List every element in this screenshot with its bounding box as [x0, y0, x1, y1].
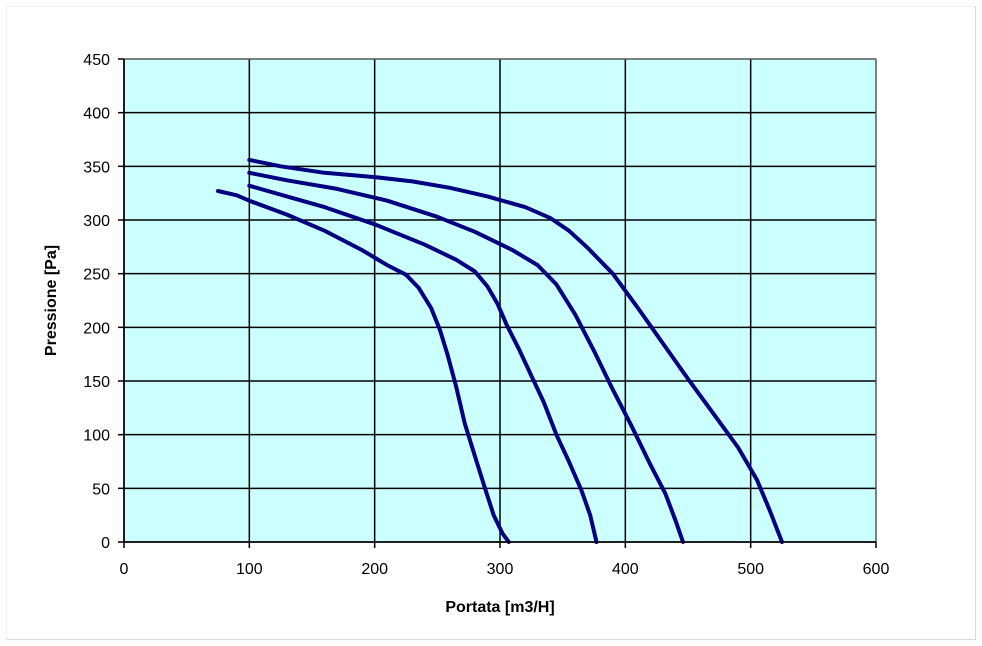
y-tick-label: 150	[83, 374, 110, 391]
axes	[118, 58, 877, 548]
x-tick-label: 200	[361, 561, 388, 578]
y-tick-labels: 0 50 100 150 200 250 300 350 400 450	[83, 52, 110, 552]
y-tick-label: 400	[83, 106, 110, 123]
series-group	[216, 157, 784, 544]
x-tick-labels: 0 100 200 300 400 500 600	[120, 561, 890, 578]
series-line-2	[247, 183, 599, 544]
x-tick-label: 100	[236, 561, 263, 578]
series-line-1	[216, 189, 511, 544]
y-tick-label: 0	[101, 535, 110, 552]
y-tick-label: 350	[83, 159, 110, 176]
y-tick-label: 450	[83, 52, 110, 69]
y-tick-label: 50	[92, 481, 110, 498]
y-tick-label: 200	[83, 320, 110, 337]
y-tick-label: 100	[83, 428, 110, 445]
x-tick-label: 600	[863, 561, 890, 578]
y-axis-label: Pressione [Pa]	[43, 245, 60, 356]
y-tick-label: 250	[83, 267, 110, 284]
x-axis-label: Portata [m3/H]	[445, 599, 554, 616]
x-tick-label: 500	[737, 561, 764, 578]
series-line-4	[247, 157, 784, 544]
x-tick-label: 300	[487, 561, 514, 578]
x-tick-label: 0	[120, 561, 129, 578]
series-line-3	[247, 170, 685, 544]
y-tick-label: 300	[83, 213, 110, 230]
x-tick-label: 400	[612, 561, 639, 578]
